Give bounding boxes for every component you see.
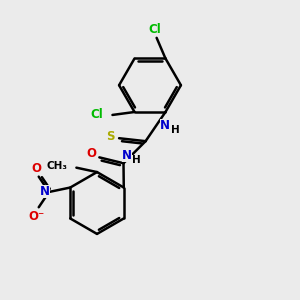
Text: H: H xyxy=(171,125,180,135)
Text: O: O xyxy=(86,147,96,160)
Text: O⁻: O⁻ xyxy=(28,210,44,223)
Text: S: S xyxy=(106,130,115,143)
Text: N: N xyxy=(160,118,170,132)
Text: Cl: Cl xyxy=(149,22,161,35)
Text: N: N xyxy=(122,149,132,162)
Text: O: O xyxy=(32,162,41,175)
Text: N: N xyxy=(40,185,50,199)
Text: Cl: Cl xyxy=(90,108,103,122)
Text: CH₃: CH₃ xyxy=(46,161,68,171)
Text: H: H xyxy=(132,155,141,165)
